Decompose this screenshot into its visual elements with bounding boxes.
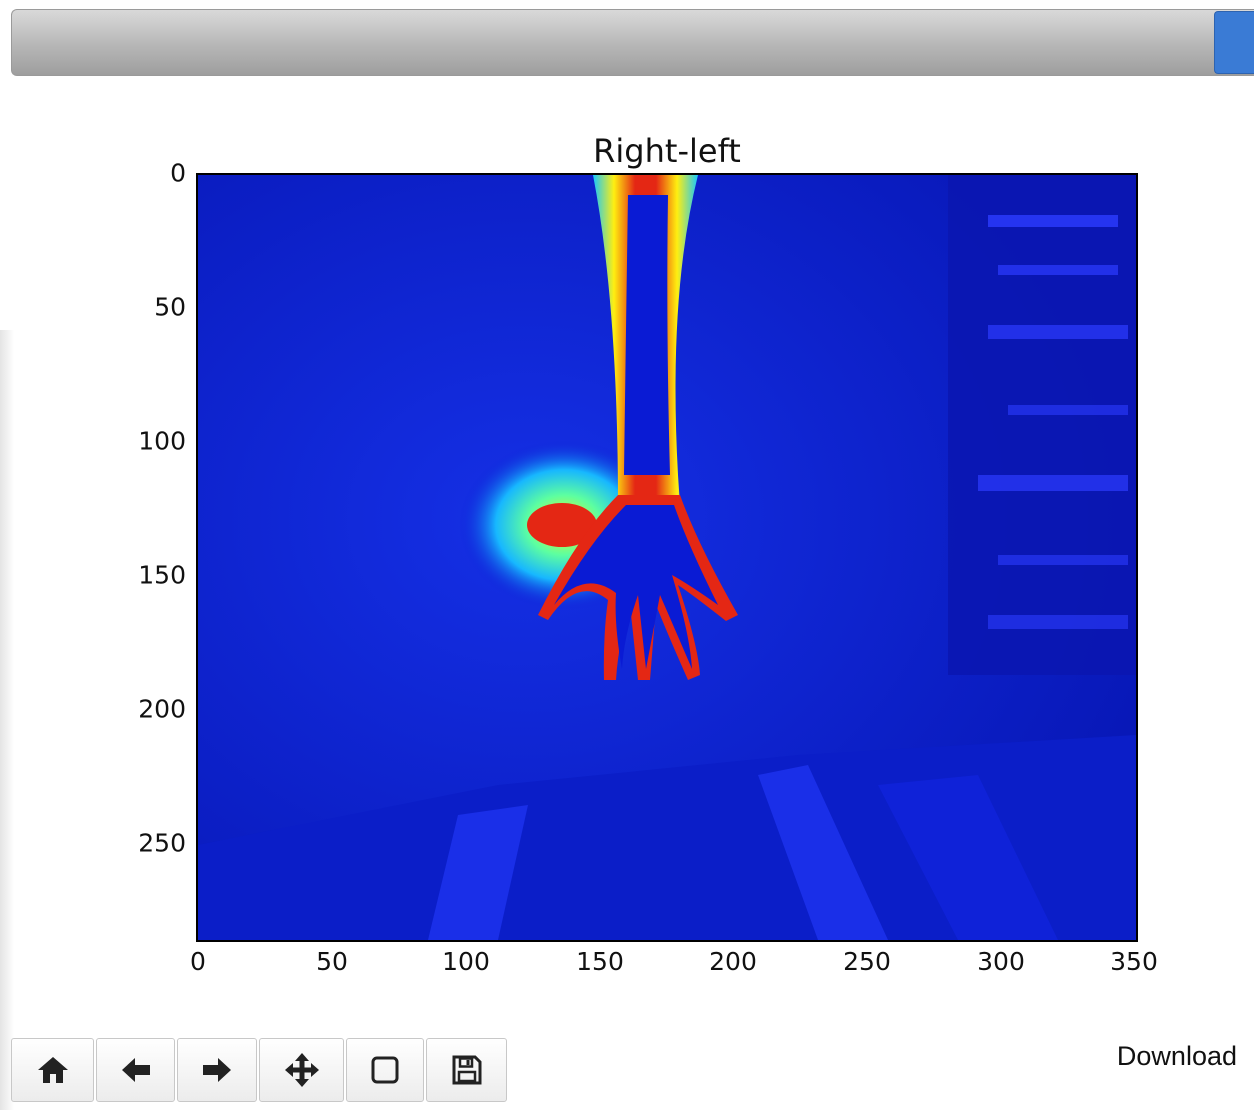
x-tick-label: 150 <box>576 947 624 976</box>
y-tick-label: 150 <box>138 560 186 590</box>
x-tick-label: 300 <box>977 947 1025 976</box>
y-tick-label: 0 <box>170 158 186 188</box>
x-tick-label: 200 <box>709 947 757 976</box>
navigation-toolbar <box>11 1038 509 1104</box>
heatmap-image <box>198 175 1136 940</box>
y-tick-label: 100 <box>138 426 186 456</box>
close-button[interactable] <box>1214 11 1254 74</box>
download-link[interactable]: Download <box>1116 1041 1237 1071</box>
x-tick-label: 250 <box>843 947 891 976</box>
back-button[interactable] <box>96 1038 175 1102</box>
move-icon <box>284 1052 320 1088</box>
zoom-rect-icon <box>370 1055 400 1085</box>
arrow-left-icon <box>119 1055 153 1085</box>
plot-title: Right-left <box>593 132 741 170</box>
home-icon <box>36 1055 70 1085</box>
zoom-button[interactable] <box>346 1038 424 1102</box>
save-button[interactable] <box>426 1038 507 1102</box>
page-shadow <box>0 330 14 1110</box>
x-tick-label: 50 <box>316 947 348 976</box>
forward-button[interactable] <box>177 1038 257 1102</box>
image-axes[interactable] <box>196 173 1138 942</box>
save-icon <box>451 1054 483 1086</box>
arrow-right-icon <box>200 1055 234 1085</box>
x-tick-label: 0 <box>190 947 206 976</box>
x-tick-label: 100 <box>442 947 490 976</box>
pan-button[interactable] <box>259 1038 344 1102</box>
home-button[interactable] <box>11 1038 94 1102</box>
y-tick-label: 50 <box>154 292 186 322</box>
y-tick-label: 250 <box>138 828 186 858</box>
title-bar[interactable] <box>11 9 1254 76</box>
y-tick-label: 200 <box>138 694 186 724</box>
figure-canvas[interactable]: Right-left <box>0 100 1254 1020</box>
x-tick-label: 350 <box>1110 947 1158 976</box>
